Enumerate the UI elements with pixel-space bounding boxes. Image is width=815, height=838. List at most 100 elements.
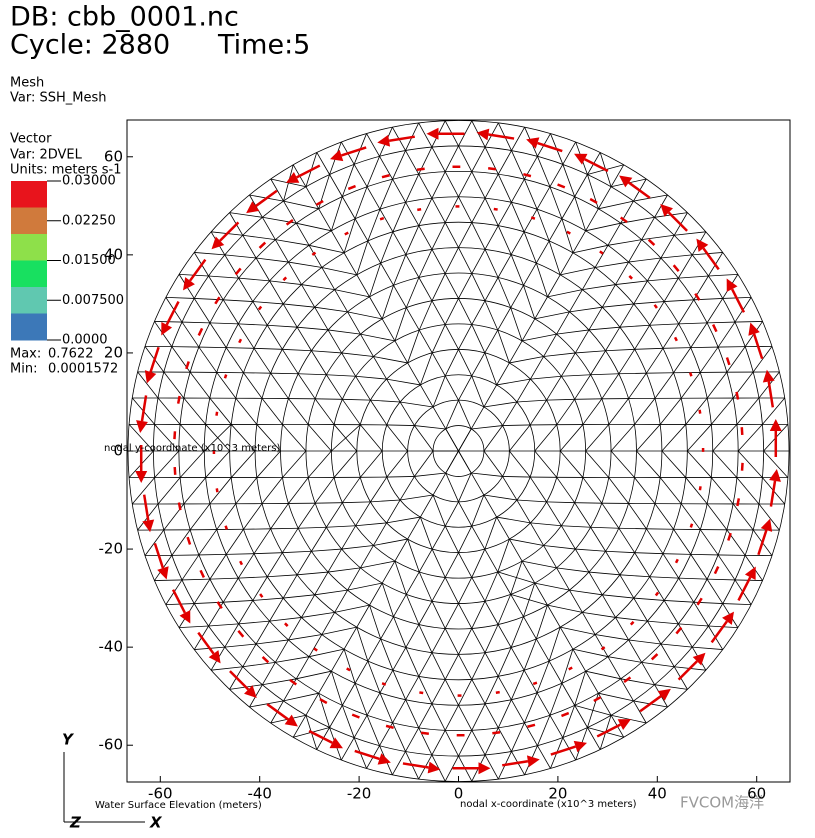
x-tick-label: -20 — [347, 785, 372, 803]
mesh-edge — [483, 494, 517, 501]
mesh-edge — [297, 373, 316, 400]
vector-head — [284, 714, 298, 727]
mesh-edge — [732, 503, 754, 531]
mesh-edge — [392, 751, 406, 776]
mesh-edge — [458, 375, 473, 401]
mesh-edge — [588, 326, 620, 331]
mesh-edge — [407, 329, 420, 364]
mesh-edge — [242, 234, 276, 241]
mesh-edge — [471, 249, 486, 274]
mesh-edge — [360, 333, 396, 342]
mesh-edge — [471, 171, 486, 199]
vector-shaft — [628, 181, 651, 199]
mesh-edge — [618, 372, 647, 375]
mesh-edge — [509, 450, 531, 478]
mesh-edge — [444, 349, 459, 377]
mesh-edge — [307, 450, 332, 478]
mesh-edge — [321, 626, 357, 635]
vector-shaft — [285, 218, 294, 226]
mesh-edge — [458, 472, 472, 503]
vector-shaft — [237, 629, 245, 638]
mesh-edge — [615, 261, 629, 285]
mesh-edge — [607, 656, 642, 663]
vector-head — [476, 128, 490, 141]
y-tick-label: 0 — [113, 442, 123, 460]
mesh-edge — [717, 554, 736, 581]
mesh-edge — [511, 722, 525, 752]
vector-shaft — [311, 251, 317, 256]
mesh-edge — [308, 245, 323, 268]
mesh-edge — [392, 179, 406, 203]
mesh-edge — [662, 347, 691, 349]
x-tick-label: 60 — [747, 785, 766, 803]
mesh-edge — [216, 503, 237, 530]
mesh-edge — [556, 329, 590, 335]
mesh-edge — [471, 197, 486, 223]
mesh-edge — [386, 450, 408, 478]
mesh-edge — [516, 378, 531, 403]
mesh-edge — [572, 648, 609, 658]
mesh-edge — [601, 502, 620, 529]
vector-shaft — [420, 731, 429, 735]
vector-shaft — [696, 597, 703, 606]
mesh-edge — [393, 254, 407, 286]
mesh-edge — [628, 372, 647, 399]
mesh-edge — [356, 627, 369, 662]
mesh-edge — [496, 516, 510, 540]
mesh-edge — [301, 284, 335, 291]
mesh-edge — [561, 218, 574, 253]
mesh-edge — [726, 346, 746, 373]
mesh-edge — [444, 145, 459, 172]
mesh-edge — [252, 301, 284, 305]
mesh-edge — [758, 503, 780, 531]
mesh-edge — [418, 122, 433, 148]
mesh-edge — [470, 472, 485, 496]
mesh-edge — [305, 692, 320, 716]
mesh-edge — [334, 604, 370, 613]
vector-shaft — [527, 723, 536, 728]
mesh-edge — [634, 477, 656, 504]
mesh-edge — [157, 397, 181, 425]
vector-head — [377, 134, 391, 147]
mesh-edge — [420, 494, 434, 518]
mesh-edge — [601, 373, 620, 400]
mesh-edge — [275, 656, 310, 663]
mesh-edge — [560, 525, 576, 550]
mesh-edge — [484, 197, 499, 226]
mesh-edge — [547, 604, 583, 613]
mesh-edge — [444, 552, 459, 578]
mesh-edge — [208, 623, 239, 627]
mesh-edge — [296, 326, 312, 351]
mesh-edge — [314, 306, 329, 331]
mesh-edge — [483, 384, 497, 408]
mesh-edge — [386, 516, 421, 524]
mesh-edge — [458, 705, 473, 731]
mesh-edge — [444, 628, 459, 655]
mesh-edge — [157, 477, 181, 505]
mesh-edge — [692, 646, 723, 650]
mesh-edge — [399, 476, 415, 501]
mesh-edge — [458, 428, 472, 452]
mesh-edge — [381, 318, 396, 342]
mesh-edge — [314, 477, 335, 504]
mesh-edge — [341, 352, 374, 357]
mesh-edge — [587, 727, 601, 750]
mesh-edge — [230, 424, 256, 452]
mesh-edge — [708, 273, 738, 277]
mesh-edge — [712, 450, 738, 478]
mesh-edge — [649, 323, 679, 326]
mesh-edge — [270, 372, 289, 399]
mesh-edge — [699, 346, 719, 373]
y-tick-label: 60 — [104, 147, 123, 165]
mesh-edge — [369, 582, 383, 606]
mesh-edge — [685, 477, 708, 505]
mesh-edge — [296, 670, 332, 680]
mesh-edge — [386, 476, 415, 478]
mesh-edge — [536, 660, 550, 693]
vector-shaft — [165, 301, 180, 326]
mesh-edge — [585, 670, 599, 694]
mesh-edge — [530, 522, 544, 546]
vector-units: Units: meters s-1 — [10, 163, 122, 178]
mesh-edge — [628, 639, 661, 645]
vector-shaft — [153, 542, 165, 569]
